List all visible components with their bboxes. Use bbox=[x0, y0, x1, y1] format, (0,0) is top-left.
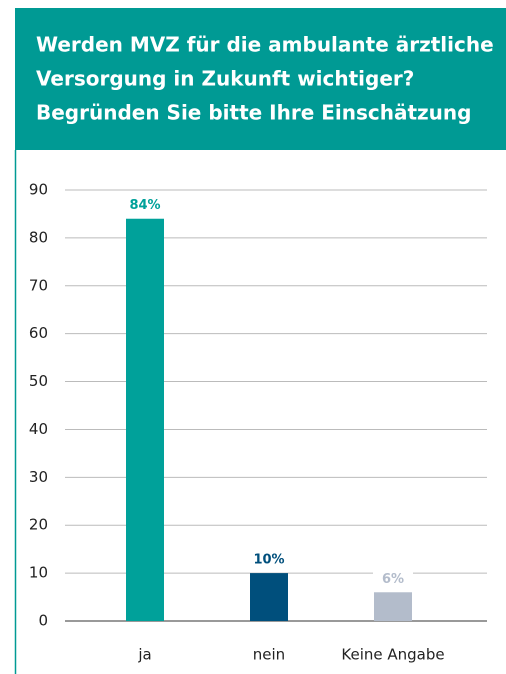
y-tick-label: 10 bbox=[29, 564, 48, 582]
chart-title: Versorgung in Zukunft wichtiger? bbox=[36, 67, 414, 91]
y-tick-label: 30 bbox=[29, 468, 48, 486]
bar bbox=[374, 592, 412, 621]
value-label-bg bbox=[373, 570, 413, 588]
chart-title: Begründen Sie bitte Ihre Einschätzung bbox=[36, 101, 471, 125]
bar bbox=[250, 573, 288, 621]
chart-title: Werden MVZ für die ambulante ärztliche bbox=[36, 33, 494, 57]
y-tick-label: 50 bbox=[29, 372, 48, 390]
value-label: 6% bbox=[382, 572, 404, 587]
x-tick-label: ja bbox=[137, 646, 151, 664]
value-label: 10% bbox=[253, 553, 284, 568]
y-tick-label: 40 bbox=[29, 420, 48, 438]
y-tick-label: 80 bbox=[29, 228, 48, 246]
x-tick-label: nein bbox=[253, 646, 285, 664]
value-label-bg bbox=[249, 551, 289, 569]
y-tick-label: 60 bbox=[29, 324, 48, 342]
value-label: 84% bbox=[129, 198, 160, 213]
y-tick-label: 0 bbox=[38, 612, 48, 630]
y-tick-label: 70 bbox=[29, 276, 48, 294]
y-tick-label: 90 bbox=[29, 181, 48, 199]
header bbox=[15, 8, 506, 150]
value-label-bg bbox=[125, 196, 165, 214]
y-tick-label: 20 bbox=[29, 516, 48, 534]
bar bbox=[126, 218, 164, 621]
x-tick-label: Keine Angabe bbox=[341, 646, 444, 664]
